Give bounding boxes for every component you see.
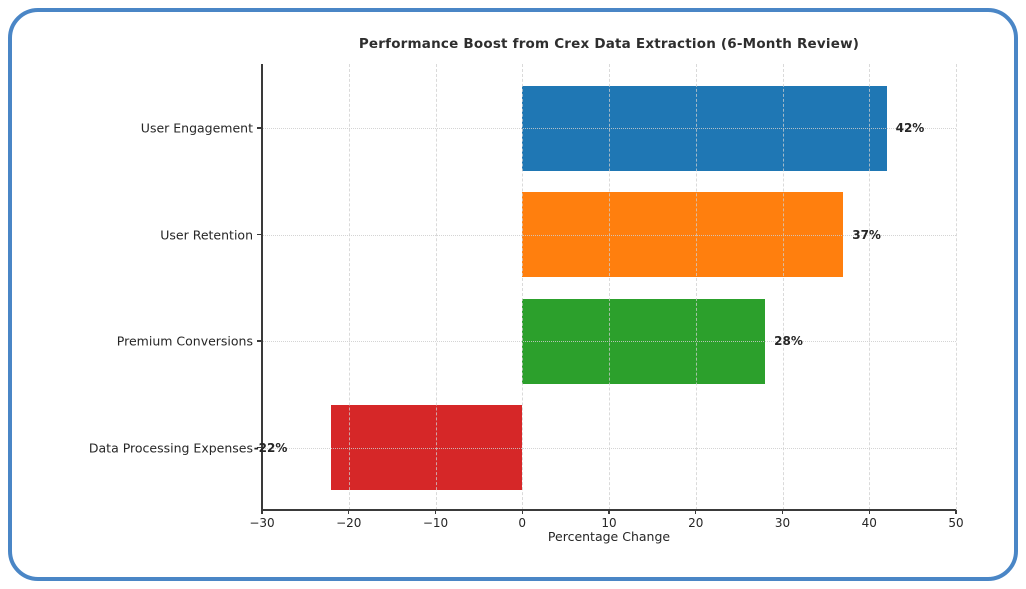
y-tick	[257, 233, 262, 236]
gridline-vertical	[869, 64, 871, 510]
category-label: Premium Conversions	[116, 333, 253, 349]
gridline-vertical	[348, 64, 350, 510]
plot-area	[261, 64, 957, 511]
y-tick	[257, 127, 262, 129]
x-tick-label: 20	[688, 516, 704, 530]
x-tick	[521, 510, 523, 514]
x-tick	[695, 510, 697, 514]
y-axis-spine	[261, 64, 263, 510]
x-tick-label: 10	[601, 516, 617, 530]
bar-value-label: 42%	[895, 121, 925, 135]
gridline-vertical	[609, 64, 610, 510]
gridline-horizontal	[262, 128, 956, 129]
x-tick	[608, 510, 610, 514]
gridline-vertical	[522, 64, 524, 510]
x-tick	[348, 510, 350, 514]
x-tick-label: 0	[518, 516, 527, 530]
x-tick	[955, 510, 957, 514]
gridline-vertical	[782, 64, 784, 510]
gridline-vertical	[695, 64, 697, 510]
bar-value-label: 37%	[852, 227, 881, 242]
gridline-horizontal	[262, 341, 956, 342]
x-axis-label: Percentage Change	[547, 529, 671, 544]
chart-title: Performance Boost from Crex Data Extract…	[358, 36, 860, 52]
x-tick	[781, 510, 784, 514]
x-tick-label: −10	[422, 516, 449, 530]
x-tick	[434, 510, 437, 514]
x-tick-label: −30	[249, 516, 275, 530]
category-label: User Retention	[160, 227, 253, 242]
bar-value-label: -22%	[253, 440, 288, 455]
y-tick	[257, 446, 262, 449]
gridline-vertical	[435, 64, 437, 510]
gridline-horizontal	[262, 447, 956, 449]
x-tick	[868, 510, 870, 514]
x-tick-label: −20	[336, 516, 362, 530]
category-label: Data Processing Expenses	[88, 440, 253, 455]
y-tick	[257, 340, 262, 342]
category-label: User Engagement	[140, 120, 253, 136]
x-tick-label: 50	[948, 516, 964, 530]
x-tick-label: 40	[861, 516, 877, 530]
gridline-vertical	[956, 64, 957, 510]
gridline-horizontal	[262, 234, 956, 236]
bar-value-label: 28%	[774, 334, 803, 348]
x-tick-label: 30	[774, 516, 791, 530]
x-tick	[261, 510, 263, 514]
